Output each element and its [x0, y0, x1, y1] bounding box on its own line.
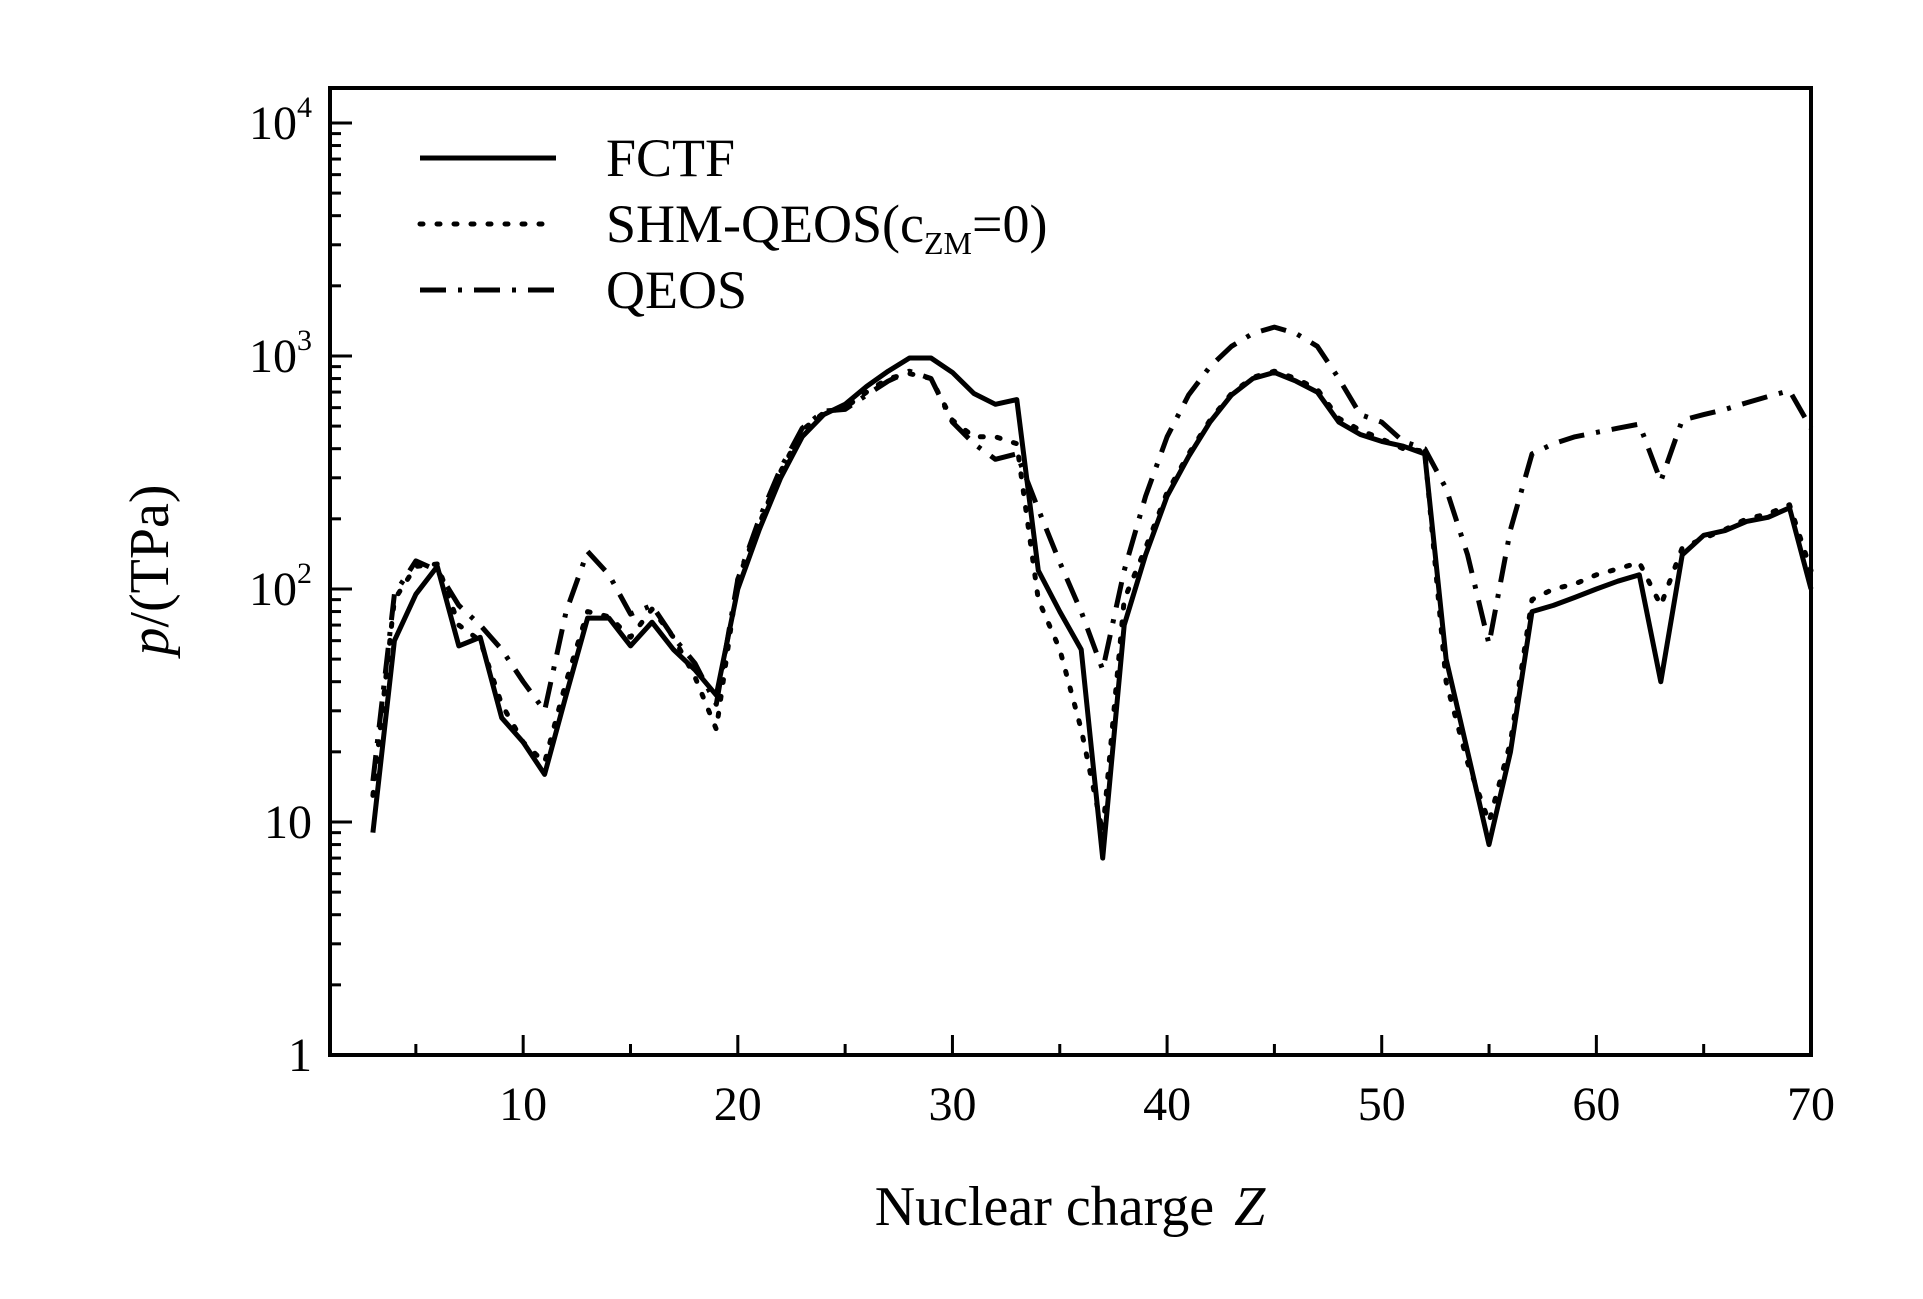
- y-tick-label: 104: [249, 91, 312, 150]
- series-line-fctf: [370, 355, 1814, 861]
- x-tick-label: 10: [499, 1078, 547, 1131]
- legend-entry-shm-qeos: SHM-QEOS(cZM=0): [417, 194, 1047, 261]
- y-tick-label: 1: [288, 1029, 312, 1082]
- x-axis-label: Nuclear charge Z: [875, 1176, 1266, 1238]
- x-tick-label: 70: [1787, 1078, 1835, 1131]
- x-tick-label: 50: [1358, 1078, 1406, 1131]
- legend-entry-qeos: QEOS: [420, 260, 747, 320]
- y-axis-label-text: /(TPa): [119, 484, 181, 627]
- legend-label: FCTF: [606, 128, 735, 188]
- x-tick-label: 60: [1572, 1078, 1620, 1131]
- series-layer: [370, 324, 1814, 861]
- tick-layer: 10 20 30 40 50 60 70 1 10 102 103 104: [249, 91, 1835, 1131]
- legend-label: QEOS: [606, 260, 747, 320]
- legend-entry-fctf: FCTF: [420, 128, 735, 188]
- x-axis-label-var: Z: [1234, 1176, 1266, 1238]
- y-tick-label: 103: [249, 324, 312, 383]
- y-axis-label: p/(TPa): [119, 484, 181, 659]
- x-axis-label-text: Nuclear charge: [875, 1176, 1214, 1238]
- y-tick-label: 102: [249, 557, 312, 616]
- series-line-qeos: [370, 324, 1814, 782]
- x-tick-label: 40: [1143, 1078, 1191, 1131]
- x-tick-label: 20: [714, 1078, 762, 1131]
- x-tick-label: 30: [928, 1078, 976, 1131]
- y-axis-label-var: p: [119, 628, 181, 660]
- plot-frame: [328, 86, 1813, 1057]
- legend-label: SHM-QEOS(cZM=0): [606, 194, 1047, 261]
- y-tick-label: 10: [264, 796, 312, 849]
